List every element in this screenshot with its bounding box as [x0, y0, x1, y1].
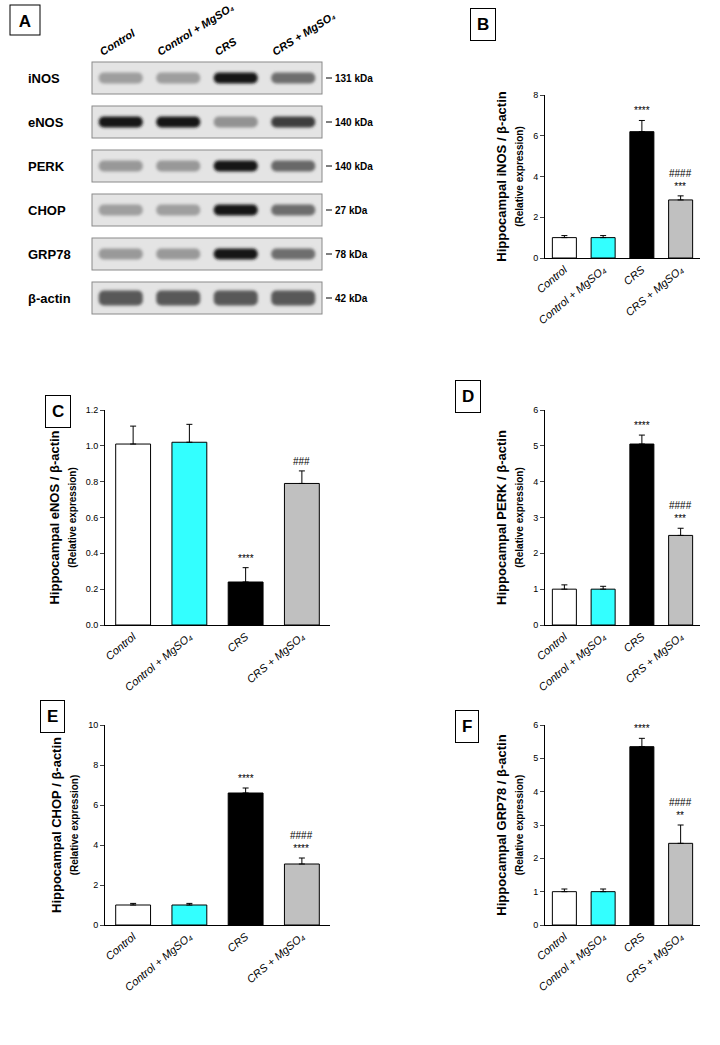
- svg-text:CRS: CRS: [621, 263, 647, 288]
- svg-text:140 kDa: 140 kDa: [335, 117, 373, 128]
- svg-text:CRS: CRS: [225, 930, 251, 955]
- svg-text:Hippocampal GRP78 / β-actin(Re: Hippocampal GRP78 / β-actin(Relative exp…: [494, 734, 525, 915]
- svg-text:GRP78: GRP78: [28, 247, 71, 262]
- svg-text:3: 3: [533, 820, 538, 830]
- svg-text:2: 2: [93, 880, 98, 890]
- svg-text:140 kDa: 140 kDa: [335, 161, 373, 172]
- svg-text:****: ****: [238, 773, 254, 784]
- svg-text:Control: Control: [534, 263, 569, 295]
- svg-text:0.6: 0.6: [86, 513, 99, 523]
- svg-text:42 kDa: 42 kDa: [335, 293, 368, 304]
- svg-text:Control: Control: [103, 630, 138, 662]
- svg-text:6: 6: [93, 800, 98, 810]
- svg-text:0: 0: [533, 920, 538, 930]
- svg-text:10: 10: [88, 720, 98, 730]
- svg-text:C: C: [52, 402, 64, 421]
- svg-text:8: 8: [93, 760, 98, 770]
- svg-text:2: 2: [533, 548, 538, 558]
- svg-text:CRS: CRS: [621, 930, 647, 955]
- svg-text:Control: Control: [534, 930, 569, 962]
- svg-text:1.0: 1.0: [86, 441, 99, 451]
- svg-text:5: 5: [533, 441, 538, 451]
- svg-text:Control + MgSO₄: Control + MgSO₄: [536, 630, 608, 693]
- svg-text:0: 0: [533, 253, 538, 263]
- svg-text:1: 1: [533, 887, 538, 897]
- svg-text:###: ###: [293, 456, 310, 467]
- svg-text:A: A: [19, 12, 31, 31]
- svg-text:β-actin: β-actin: [28, 291, 71, 306]
- svg-text:iNOS: iNOS: [28, 71, 60, 86]
- svg-text:Control: Control: [97, 26, 137, 57]
- svg-text:CHOP: CHOP: [28, 203, 66, 218]
- svg-text:1.2: 1.2: [86, 405, 99, 415]
- svg-text:####***: ####***: [669, 500, 692, 524]
- svg-text:****: ****: [634, 723, 650, 734]
- svg-text:****: ****: [634, 105, 650, 116]
- svg-text:CRS + MgSO₄: CRS + MgSO₄: [623, 930, 685, 985]
- svg-text:0: 0: [93, 920, 98, 930]
- svg-text:####**: ####**: [669, 797, 692, 821]
- svg-text:4: 4: [533, 172, 538, 182]
- svg-text:****: ****: [634, 420, 650, 431]
- svg-text:PERK: PERK: [28, 159, 65, 174]
- svg-text:CRS + MgSO₄: CRS + MgSO₄: [623, 630, 685, 685]
- svg-text:Control + MgSO₄: Control + MgSO₄: [155, 1, 236, 58]
- svg-text:3: 3: [533, 513, 538, 523]
- svg-text:E: E: [47, 707, 58, 726]
- svg-text:6: 6: [533, 131, 538, 141]
- svg-text:B: B: [477, 15, 489, 34]
- svg-text:Control + MgSO₄: Control + MgSO₄: [536, 263, 608, 326]
- svg-text:27 kDa: 27 kDa: [335, 205, 368, 216]
- svg-text:CRS + MgSO₄: CRS + MgSO₄: [244, 630, 306, 685]
- svg-text:0.0: 0.0: [86, 620, 99, 630]
- svg-text:CRS + MgSO₄: CRS + MgSO₄: [623, 263, 685, 318]
- svg-text:4: 4: [533, 477, 538, 487]
- svg-text:0: 0: [533, 620, 538, 630]
- svg-text:0.8: 0.8: [86, 477, 99, 487]
- svg-text:CRS + MgSO₄: CRS + MgSO₄: [270, 9, 337, 57]
- svg-text:eNOS: eNOS: [28, 115, 64, 130]
- svg-text:Control + MgSO₄: Control + MgSO₄: [122, 630, 194, 693]
- svg-text:CRS: CRS: [212, 35, 239, 58]
- svg-text:Hippocampal PERK / β-actin(Rel: Hippocampal PERK / β-actin(Relative expr…: [494, 430, 525, 605]
- svg-text:6: 6: [533, 405, 538, 415]
- svg-text:Control + MgSO₄: Control + MgSO₄: [536, 930, 608, 993]
- svg-text:Hippocampal CHOP / β-actin(Rel: Hippocampal CHOP / β-actin(Relative expr…: [49, 737, 80, 913]
- svg-text:CRS: CRS: [621, 630, 647, 655]
- svg-text:2: 2: [533, 853, 538, 863]
- svg-text:0.4: 0.4: [86, 548, 99, 558]
- svg-text:4: 4: [533, 787, 538, 797]
- svg-text:4: 4: [93, 840, 98, 850]
- svg-text:78 kDa: 78 kDa: [335, 249, 368, 260]
- svg-text:0.2: 0.2: [86, 584, 99, 594]
- svg-text:****: ****: [238, 553, 254, 564]
- svg-text:Hippocampal iNOS / β-actin(Rel: Hippocampal iNOS / β-actin(Relative expr…: [494, 91, 525, 262]
- svg-text:6: 6: [533, 720, 538, 730]
- svg-text:CRS: CRS: [225, 630, 251, 655]
- svg-text:Control: Control: [103, 930, 138, 962]
- svg-text:Control: Control: [534, 630, 569, 662]
- svg-text:F: F: [462, 717, 472, 736]
- svg-text:2: 2: [533, 212, 538, 222]
- svg-text:5: 5: [533, 753, 538, 763]
- svg-text:131 kDa: 131 kDa: [335, 73, 373, 84]
- svg-text:Control + MgSO₄: Control + MgSO₄: [122, 930, 194, 993]
- svg-text:8: 8: [533, 90, 538, 100]
- svg-text:CRS + MgSO₄: CRS + MgSO₄: [244, 930, 306, 985]
- svg-text:1: 1: [533, 584, 538, 594]
- svg-text:####***: ####***: [669, 168, 692, 192]
- svg-text:Hippocampal eNOS / β-actin(Rel: Hippocampal eNOS / β-actin(Relative expr…: [47, 430, 78, 604]
- svg-text:D: D: [462, 387, 474, 406]
- svg-text:####****: ####****: [290, 830, 313, 854]
